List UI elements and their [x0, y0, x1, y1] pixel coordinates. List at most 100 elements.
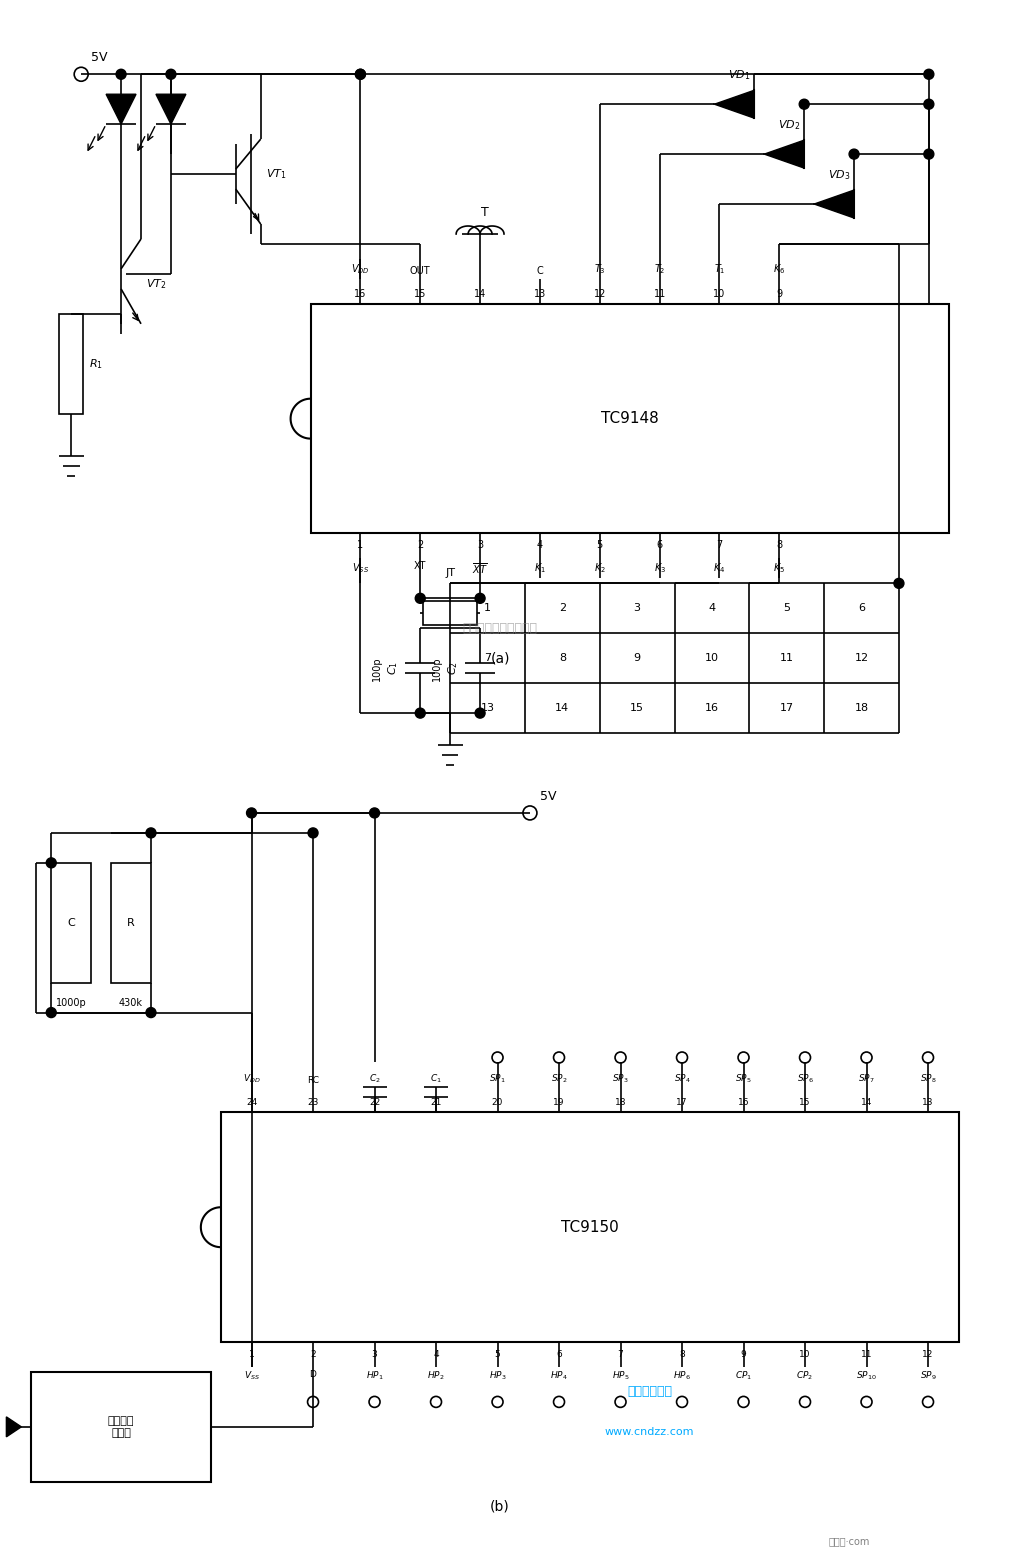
Text: D: D	[310, 1369, 316, 1379]
Circle shape	[415, 594, 425, 603]
Circle shape	[923, 98, 933, 109]
Text: 7: 7	[715, 541, 721, 550]
Text: $HP_6$: $HP_6$	[673, 1369, 690, 1382]
Text: 23: 23	[307, 1099, 318, 1108]
Bar	[59, 314, 84, 414]
Text: 16: 16	[704, 703, 718, 713]
Text: 18: 18	[614, 1099, 626, 1108]
Text: 8: 8	[558, 653, 566, 663]
Text: $SP_4$: $SP_4$	[673, 1072, 690, 1085]
Text: 100p: 100p	[372, 656, 382, 680]
Text: TC9150: TC9150	[560, 1219, 619, 1235]
Text: $C_2$: $C_2$	[368, 1072, 380, 1085]
Text: 430k: 430k	[119, 997, 143, 1008]
Text: $T_1$: $T_1$	[713, 263, 725, 277]
Text: $CP_2$: $CP_2$	[796, 1369, 813, 1382]
Text: XT: XT	[414, 561, 426, 572]
Polygon shape	[6, 1418, 21, 1436]
Text: 10: 10	[712, 289, 725, 299]
Text: 5: 5	[783, 603, 790, 613]
Text: $VT_1$: $VT_1$	[265, 167, 286, 181]
Text: $T_2$: $T_2$	[653, 263, 664, 277]
Text: $C_1$: $C_1$	[386, 661, 399, 675]
Text: RC: RC	[307, 1077, 319, 1085]
Text: 2: 2	[417, 541, 423, 550]
Text: $K_4$: $K_4$	[712, 561, 725, 575]
Text: 10: 10	[799, 1350, 810, 1358]
Circle shape	[308, 828, 318, 838]
Text: 4: 4	[536, 541, 542, 550]
Text: $HP_3$: $HP_3$	[488, 1369, 505, 1382]
Text: 20: 20	[491, 1099, 502, 1108]
Text: 3: 3	[477, 541, 483, 550]
Text: $SP_1$: $SP_1$	[489, 1072, 505, 1085]
Text: 3: 3	[371, 1350, 377, 1358]
Text: 4: 4	[707, 603, 714, 613]
Text: 10: 10	[704, 653, 718, 663]
Text: 8: 8	[775, 541, 782, 550]
Bar	[111, 863, 151, 983]
Text: TC9148: TC9148	[600, 411, 658, 427]
Text: 1: 1	[484, 603, 490, 613]
Circle shape	[46, 858, 56, 867]
Text: 12: 12	[593, 289, 605, 299]
Text: OUT: OUT	[410, 266, 430, 277]
Polygon shape	[763, 141, 803, 169]
Text: $VD_2$: $VD_2$	[777, 119, 800, 133]
Text: 11: 11	[653, 289, 665, 299]
Text: 16: 16	[354, 289, 366, 299]
Text: 1000p: 1000p	[56, 997, 87, 1008]
Text: $VD_1$: $VD_1$	[728, 69, 750, 83]
Text: 15: 15	[630, 703, 644, 713]
Bar	[51, 863, 91, 983]
Text: 9: 9	[740, 1350, 746, 1358]
Circle shape	[893, 578, 903, 588]
Polygon shape	[713, 91, 754, 119]
Text: 100p: 100p	[432, 656, 442, 680]
Text: 19: 19	[552, 1099, 565, 1108]
Text: 7: 7	[618, 1350, 623, 1358]
Text: $CP_1$: $CP_1$	[735, 1369, 751, 1382]
Bar	[423, 602, 477, 625]
Text: $SP_{10}$: $SP_{10}$	[855, 1369, 876, 1382]
Text: $K_6$: $K_6$	[772, 263, 785, 277]
Bar	[310, 303, 948, 533]
Text: $K_1$: $K_1$	[533, 561, 545, 575]
Text: 11: 11	[779, 653, 793, 663]
Text: 5V: 5V	[91, 52, 108, 64]
Text: $C_2$: $C_2$	[446, 661, 460, 675]
Bar	[220, 1113, 958, 1343]
Text: 15: 15	[799, 1099, 810, 1108]
Text: 11: 11	[860, 1350, 871, 1358]
Text: $T_3$: $T_3$	[593, 263, 605, 277]
Text: 16: 16	[737, 1099, 749, 1108]
Polygon shape	[106, 94, 136, 123]
Circle shape	[116, 69, 126, 80]
Text: 4: 4	[433, 1350, 438, 1358]
Text: 9: 9	[633, 653, 640, 663]
Text: $R_1$: $R_1$	[89, 356, 103, 370]
Text: 接线图·com: 接线图·com	[827, 1536, 869, 1547]
Text: 5: 5	[494, 1350, 500, 1358]
Circle shape	[247, 808, 256, 817]
Text: $K_3$: $K_3$	[653, 561, 665, 575]
Text: $HP_5$: $HP_5$	[611, 1369, 629, 1382]
Text: 2: 2	[558, 603, 566, 613]
Text: JT: JT	[444, 569, 454, 578]
Text: $K_2$: $K_2$	[593, 561, 605, 575]
Text: 12: 12	[854, 653, 868, 663]
Circle shape	[923, 69, 933, 80]
Text: 13: 13	[921, 1099, 932, 1108]
Text: R: R	[127, 917, 135, 928]
Text: 22: 22	[369, 1099, 380, 1108]
Text: 6: 6	[555, 1350, 561, 1358]
Text: (b): (b)	[490, 1500, 510, 1513]
Circle shape	[355, 69, 365, 80]
Text: 5: 5	[596, 541, 602, 550]
Bar	[32, 1372, 211, 1482]
Text: $SP_7$: $SP_7$	[857, 1072, 874, 1085]
Text: 8: 8	[679, 1350, 684, 1358]
Text: $K_5$: $K_5$	[772, 561, 785, 575]
Text: 红外遥控
接收器: 红外遥控 接收器	[108, 1416, 135, 1438]
Text: 12: 12	[921, 1350, 932, 1358]
